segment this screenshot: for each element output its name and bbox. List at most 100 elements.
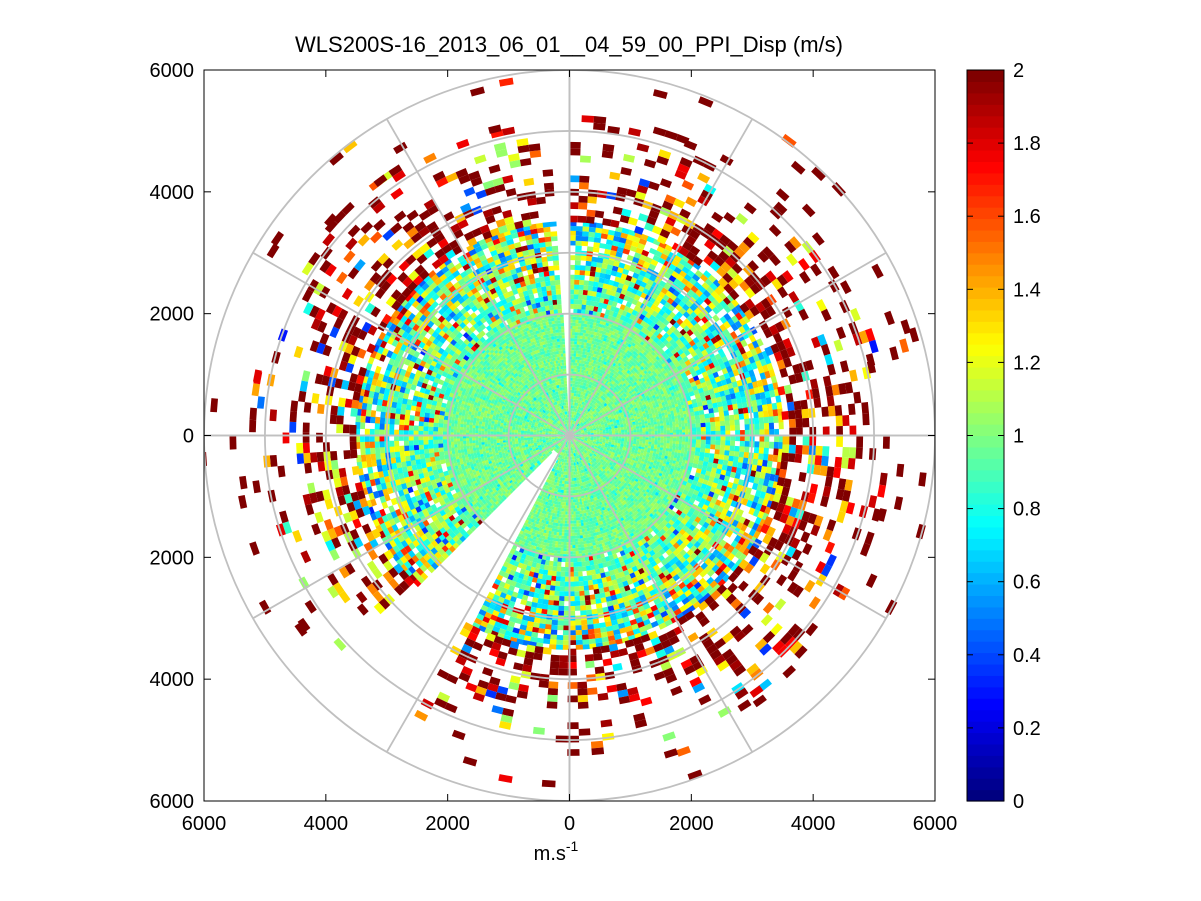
field-cell [549,416,553,420]
field-cell [542,370,546,374]
field-cell [593,457,597,462]
field-cell [557,489,561,493]
field-cell [504,400,509,404]
field-cell [577,403,580,407]
field-cell [596,427,600,430]
field-cell [565,450,568,454]
field-cell [542,397,547,401]
field-cell [554,394,558,399]
field-cell [619,421,624,425]
field-cell [636,431,640,434]
field-cell [599,365,603,370]
field-cell [562,411,566,416]
field-cell [538,447,543,451]
field-cell [527,464,532,469]
field-cell [546,453,551,457]
field-cell [543,425,547,428]
field-cell [522,420,527,424]
field-cell [611,426,615,429]
field-cell [548,486,553,491]
field-cell [613,382,617,386]
field-cell [554,378,559,383]
field-cell [543,444,548,447]
field-cell [533,462,538,467]
field-cell [566,426,569,430]
field-cell [573,520,577,524]
field-cell [608,382,612,386]
field-cell [593,438,597,440]
field-cell [556,394,560,398]
field-cell [565,396,568,400]
field-cell [595,370,599,375]
field-cell [635,426,640,429]
field-cell [513,417,518,422]
field-cell [631,400,635,404]
field-cell [596,467,601,472]
field-cell [536,460,541,464]
field-cell [542,493,545,498]
field-cell [534,395,539,400]
field-cell [558,498,562,502]
field-cell [571,523,575,527]
field-cell [610,423,615,427]
field-cell [545,485,550,490]
field-cell [555,445,560,450]
field-cell [563,446,566,450]
field-cell [516,383,521,388]
field-cell [513,391,518,395]
field-cell [610,379,614,384]
field-cell [555,463,559,467]
field-cell [601,401,606,405]
field-cell [602,378,607,382]
field-cell [596,414,601,418]
field-cell [533,378,537,382]
field-cell [507,401,511,406]
field-cell [562,418,565,422]
field-cell [589,452,594,456]
field-cell [559,440,563,444]
field-cell [550,415,554,419]
field-cell [532,460,537,465]
field-cell [635,465,640,469]
field-cell [548,404,552,409]
field-cell [606,373,610,377]
field-cell [565,399,568,403]
field-cell [577,498,580,502]
field-cell [596,403,600,408]
field-cell [557,438,562,441]
field-cell [607,424,612,428]
field-cell [552,484,557,489]
field-cell [570,462,573,466]
field-cell [600,408,605,413]
field-cell [535,420,539,424]
field-cell [515,423,519,428]
field-cell [571,347,575,351]
field-cell [595,493,599,497]
field-cell [604,408,608,413]
field-cell [554,436,558,439]
field-cell [602,427,606,431]
field-cell [563,505,566,509]
field-cell [522,447,526,451]
field-cell [642,427,646,430]
field-cell [601,404,606,409]
field-cell [515,440,519,445]
field-cell [562,344,566,348]
field-cell [519,419,524,423]
field-cell [526,448,530,452]
field-cell [595,424,599,428]
field-cell [580,449,584,453]
field-cell [560,390,563,394]
field-cell [574,439,577,442]
field-cell [535,447,539,451]
field-cell [556,466,560,471]
field-cell [564,474,568,479]
field-cell [596,436,600,439]
field-cell [499,442,504,445]
field-cell [544,417,548,421]
field-cell [593,432,597,435]
field-cell [632,443,636,447]
field-cell [586,460,590,464]
field-cell [594,456,598,461]
